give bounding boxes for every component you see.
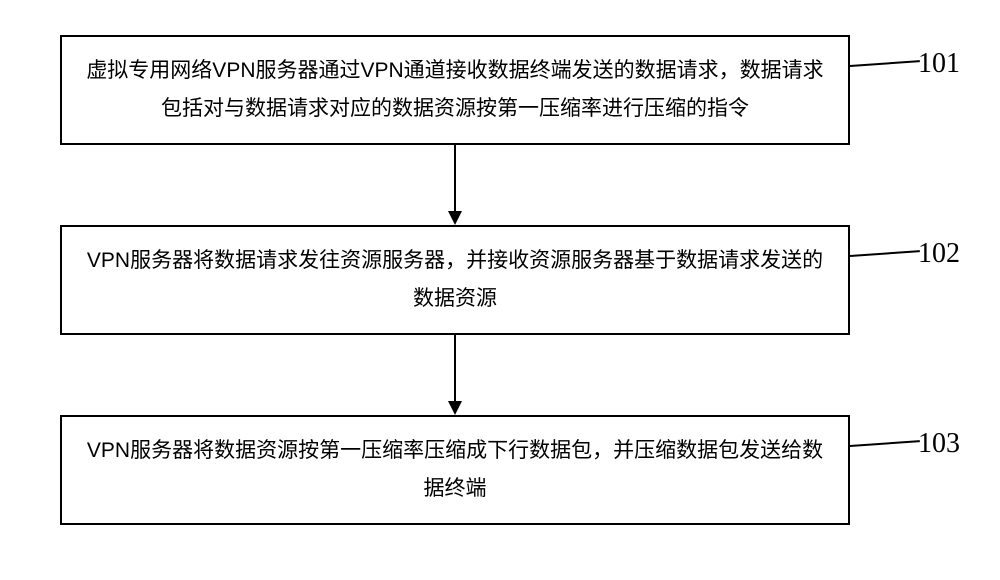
arrow-1-2-head: [448, 211, 462, 225]
arrow-1-2-line: [454, 145, 456, 211]
step-label-3: 103: [918, 428, 960, 460]
flow-step-3-text: VPN服务器将数据资源按第一压缩率压缩成下行数据包，并压缩数据包发送给数据终端: [82, 432, 828, 508]
flowchart-canvas: 虚拟专用网络VPN服务器通过VPN通道接收数据终端发送的数据请求，数据请求包括对…: [0, 0, 1000, 580]
leader-line-3: [850, 440, 920, 447]
flow-step-3: VPN服务器将数据资源按第一压缩率压缩成下行数据包，并压缩数据包发送给数据终端: [60, 415, 850, 525]
arrow-2-3-line: [454, 335, 456, 401]
step-label-2: 102: [918, 238, 960, 270]
arrow-2-3-head: [448, 401, 462, 415]
leader-line-2: [850, 250, 920, 257]
leader-line-1: [850, 60, 920, 67]
flow-step-2-text: VPN服务器将数据请求发往资源服务器，并接收资源服务器基于数据请求发送的数据资源: [82, 242, 828, 318]
flow-step-1: 虚拟专用网络VPN服务器通过VPN通道接收数据终端发送的数据请求，数据请求包括对…: [60, 35, 850, 145]
flow-step-1-text: 虚拟专用网络VPN服务器通过VPN通道接收数据终端发送的数据请求，数据请求包括对…: [82, 52, 828, 128]
step-label-1: 101: [918, 48, 960, 80]
flow-step-2: VPN服务器将数据请求发往资源服务器，并接收资源服务器基于数据请求发送的数据资源: [60, 225, 850, 335]
